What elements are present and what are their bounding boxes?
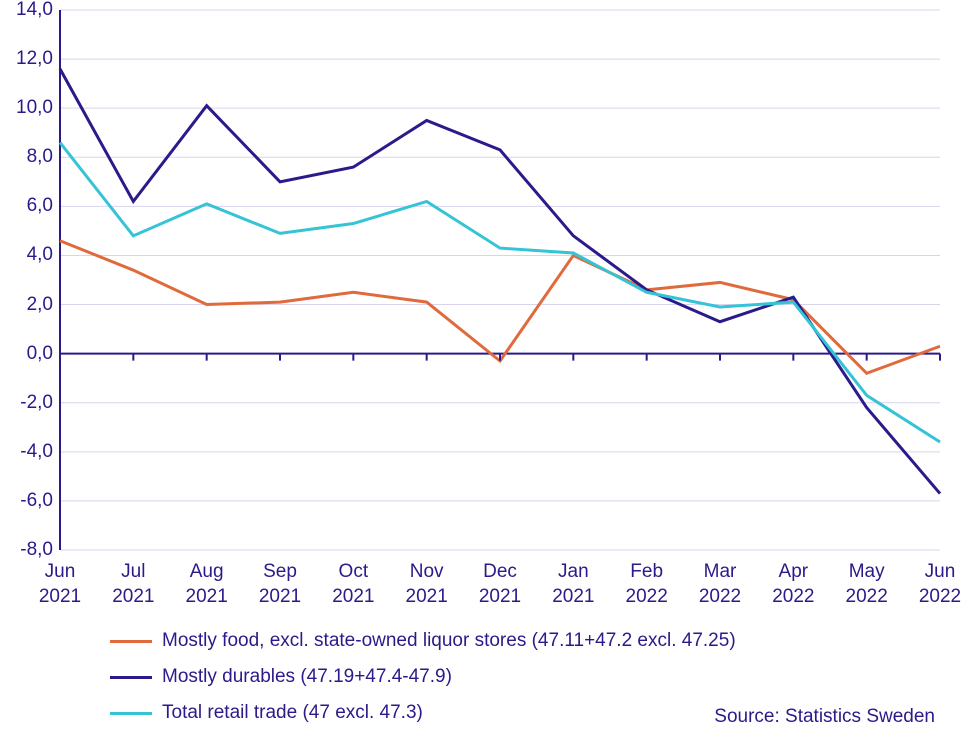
y-tick-label: -4,0 [3,441,53,463]
y-tick-label: 14,0 [3,0,53,21]
y-tick-label: 4,0 [3,244,53,266]
x-tick-label: Oct2021 [317,560,389,609]
x-tick-label: Jun2022 [904,560,965,609]
x-tick-label: Aug2021 [171,560,243,609]
y-tick-label: 12,0 [3,48,53,70]
x-tick-label: May2022 [831,560,903,609]
legend-item-food: Mostly food, excl. state-owned liquor st… [110,630,910,652]
x-tick-label: Jun2021 [24,560,96,609]
legend-swatch [110,640,152,643]
legend-swatch [110,712,152,715]
y-tick-label: -6,0 [3,490,53,512]
x-tick-label: Apr2022 [757,560,829,609]
y-tick-label: 6,0 [3,195,53,217]
x-tick-label: Sep2021 [244,560,316,609]
legend-label: Mostly durables (47.19+47.4-47.9) [162,666,452,688]
y-tick-label: 8,0 [3,146,53,168]
grid-lines [60,10,940,550]
plot-svg [60,10,940,550]
x-ticks [60,354,940,361]
y-tick-label: -2,0 [3,392,53,414]
x-tick-label: Jul2021 [97,560,169,609]
legend-label: Total retail trade (47 excl. 47.3) [162,702,423,724]
source-label: Source: Statistics Sweden [714,706,935,728]
y-tick-label: 10,0 [3,97,53,119]
x-tick-label: Feb2022 [611,560,683,609]
chart-container: 14,0 12,0 10,0 8,0 6,0 4,0 2,0 0,0 -2,0 -4,0 -6,0 -… [0,0,965,743]
y-tick-label: 0,0 [3,343,53,365]
y-tick-label: -8,0 [3,539,53,561]
legend-label: Mostly food, excl. state-owned liquor st… [162,630,736,652]
line-series [60,69,940,494]
x-tick-label: Mar2022 [684,560,756,609]
x-tick-label: Nov2021 [391,560,463,609]
plot-area [60,10,940,550]
legend-item-durables: Mostly durables (47.19+47.4-47.9) [110,666,910,688]
legend-swatch [110,676,152,679]
y-tick-label: 2,0 [3,294,53,316]
x-tick-label: Jan2021 [537,560,609,609]
x-tick-label: Dec2021 [464,560,536,609]
